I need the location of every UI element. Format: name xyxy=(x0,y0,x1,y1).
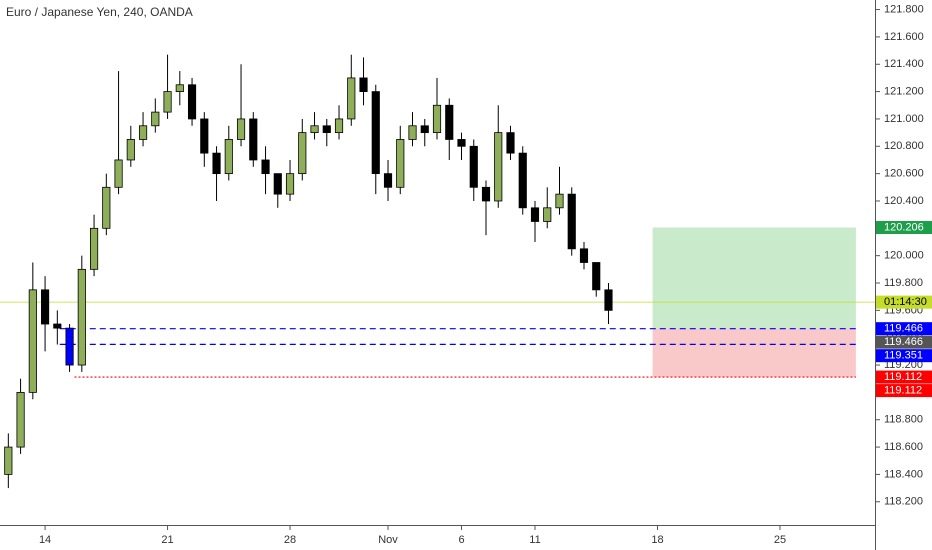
plot-area xyxy=(0,54,875,489)
x-tick-label: 28 xyxy=(284,534,296,546)
candle-body xyxy=(579,248,589,263)
price-label: 119.112 xyxy=(884,384,922,396)
y-tick-label: 118.600 xyxy=(884,441,923,453)
candle-body xyxy=(249,118,258,161)
candle-body xyxy=(371,91,380,175)
y-tick-label: 120.000 xyxy=(884,250,924,262)
price-label-badge xyxy=(876,295,932,309)
candle-body xyxy=(445,104,454,140)
candle-body xyxy=(114,159,123,188)
candle-body xyxy=(126,139,135,161)
candle-body xyxy=(543,207,552,222)
candle-body xyxy=(481,186,491,202)
candle-body xyxy=(469,145,478,188)
candle-body xyxy=(285,173,295,195)
x-tick-label: 11 xyxy=(529,534,540,546)
y-tick-label: 118.400 xyxy=(884,468,923,480)
candle-body xyxy=(432,104,442,134)
candle-body xyxy=(420,125,429,134)
candle-body xyxy=(65,327,74,366)
candle-body xyxy=(261,159,270,175)
candle-body xyxy=(102,186,111,229)
y-tick-label: 118.800 xyxy=(884,414,923,426)
x-tick-label: 25 xyxy=(774,534,786,546)
candle-body xyxy=(604,289,613,311)
price-label: 120.206 xyxy=(884,221,924,233)
candle-body xyxy=(273,173,282,195)
candle-body xyxy=(322,125,331,134)
profit-zone xyxy=(652,227,856,329)
price-label: 119.112 xyxy=(884,371,922,383)
candle-body xyxy=(89,227,99,270)
x-tick-label: 14 xyxy=(39,534,51,546)
price-label-badge xyxy=(876,335,932,349)
candle-body xyxy=(163,91,172,113)
candle-body xyxy=(359,77,368,93)
candle-body xyxy=(138,125,148,140)
candle-body xyxy=(383,173,393,188)
y-tick-label: 121.600 xyxy=(884,31,924,43)
price-label-badge xyxy=(876,349,932,363)
price-label: 119.351 xyxy=(884,350,923,362)
candle-body xyxy=(494,132,503,202)
candle-body xyxy=(592,262,601,291)
candle-body xyxy=(236,118,246,140)
candle-body xyxy=(77,268,86,366)
y-tick-label: 121.200 xyxy=(884,86,924,98)
candle-body xyxy=(530,207,540,222)
y-tick-label: 120.600 xyxy=(884,168,924,180)
candle-body xyxy=(40,289,50,325)
x-tick-label: 18 xyxy=(651,534,663,546)
y-tick-label: 121.800 xyxy=(884,3,924,15)
y-tick-label: 121.000 xyxy=(884,113,924,125)
candle-body xyxy=(347,77,356,120)
candle-body xyxy=(310,125,319,134)
candle-body xyxy=(334,118,344,134)
x-tick-label: 6 xyxy=(458,534,464,546)
price-label: 01:14:30 xyxy=(884,296,927,308)
candle-body xyxy=(16,391,25,448)
candle-body xyxy=(200,118,209,154)
candle-body xyxy=(298,132,307,175)
candle-body xyxy=(567,193,576,250)
loss-zone xyxy=(652,328,856,378)
y-tick-label: 120.400 xyxy=(884,195,924,207)
price-label-badge xyxy=(876,384,932,398)
candle-body xyxy=(518,152,527,209)
candle-body xyxy=(457,139,466,147)
candle-body xyxy=(506,132,515,154)
candle-body xyxy=(224,139,233,175)
candle-body xyxy=(151,111,160,127)
candle-body xyxy=(28,289,37,393)
price-label: 119.466 xyxy=(884,323,923,335)
y-tick-label: 118.200 xyxy=(884,496,923,508)
candle-body xyxy=(212,152,221,175)
candle-body xyxy=(175,84,184,93)
candle-body xyxy=(187,84,197,120)
price-label: 119.466 xyxy=(884,336,923,348)
y-tick-label: 121.400 xyxy=(884,58,924,70)
candle-body xyxy=(53,323,62,329)
candle-body xyxy=(555,193,564,209)
candle-body xyxy=(4,446,13,475)
chart-title: Euro / Japanese Yen, 240, OANDA xyxy=(6,5,193,19)
price-label-badge xyxy=(876,322,932,336)
y-tick-label: 119.800 xyxy=(884,277,923,289)
candle-body xyxy=(408,125,417,140)
x-tick-label: 21 xyxy=(161,534,173,546)
price-label-badge xyxy=(876,370,932,384)
y-tick-label: 120.800 xyxy=(884,140,924,152)
price-label-badge xyxy=(876,221,932,234)
candle-body xyxy=(396,139,405,188)
x-tick-label: Nov xyxy=(378,534,398,546)
